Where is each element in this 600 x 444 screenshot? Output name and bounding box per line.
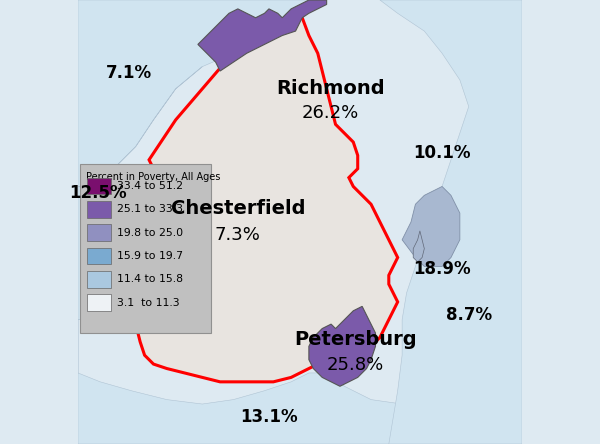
Polygon shape bbox=[402, 186, 460, 266]
Text: 26.2%: 26.2% bbox=[302, 104, 359, 122]
Text: 12.5%: 12.5% bbox=[69, 184, 127, 202]
Text: 3.1  to 11.3: 3.1 to 11.3 bbox=[116, 297, 179, 308]
Text: Percent in Poverty, All Ages: Percent in Poverty, All Ages bbox=[86, 172, 220, 182]
FancyBboxPatch shape bbox=[80, 164, 211, 333]
Text: 7.1%: 7.1% bbox=[106, 64, 152, 82]
Polygon shape bbox=[136, 18, 398, 382]
Text: 33.4 to 51.2: 33.4 to 51.2 bbox=[116, 181, 182, 191]
Text: Richmond: Richmond bbox=[276, 79, 385, 98]
Text: Chesterfield: Chesterfield bbox=[170, 199, 305, 218]
FancyBboxPatch shape bbox=[87, 201, 111, 218]
Polygon shape bbox=[413, 231, 424, 262]
FancyBboxPatch shape bbox=[87, 224, 111, 241]
Polygon shape bbox=[78, 186, 145, 444]
Polygon shape bbox=[78, 67, 202, 186]
Polygon shape bbox=[309, 306, 376, 386]
Text: 18.9%: 18.9% bbox=[413, 260, 471, 278]
Polygon shape bbox=[78, 0, 322, 186]
Text: 7.3%: 7.3% bbox=[215, 226, 261, 244]
Text: 10.1%: 10.1% bbox=[413, 144, 471, 162]
Polygon shape bbox=[78, 373, 522, 444]
Text: 15.9 to 19.7: 15.9 to 19.7 bbox=[116, 251, 182, 261]
Text: 25.1 to 33.3: 25.1 to 33.3 bbox=[116, 204, 182, 214]
Text: 11.4 to 15.8: 11.4 to 15.8 bbox=[116, 274, 182, 284]
Text: 25.8%: 25.8% bbox=[327, 356, 384, 374]
Text: Petersburg: Petersburg bbox=[294, 330, 417, 349]
FancyBboxPatch shape bbox=[87, 271, 111, 288]
Text: 8.7%: 8.7% bbox=[446, 306, 492, 324]
Polygon shape bbox=[198, 0, 326, 71]
Text: 19.8 to 25.0: 19.8 to 25.0 bbox=[116, 228, 183, 238]
FancyBboxPatch shape bbox=[87, 178, 111, 194]
Polygon shape bbox=[78, 186, 145, 320]
Text: 13.1%: 13.1% bbox=[240, 408, 298, 426]
FancyBboxPatch shape bbox=[87, 294, 111, 311]
Polygon shape bbox=[380, 0, 522, 444]
FancyBboxPatch shape bbox=[87, 248, 111, 264]
